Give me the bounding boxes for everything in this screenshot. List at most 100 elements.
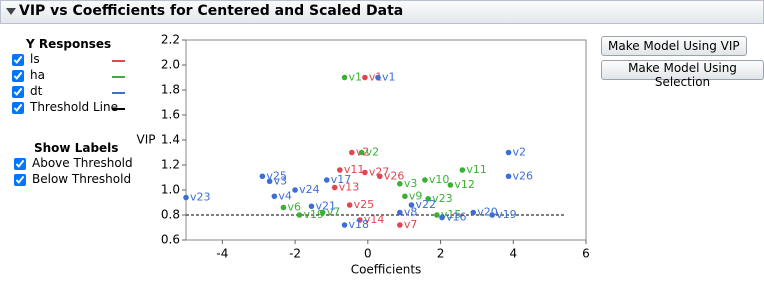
- point-label: v7: [404, 218, 418, 231]
- legend-checkbox[interactable]: [12, 54, 24, 66]
- legend-label: Threshold Line: [30, 100, 118, 114]
- label-checkbox[interactable]: [14, 174, 26, 186]
- legend-checkbox[interactable]: [12, 86, 24, 98]
- label-checkbox[interactable]: [14, 158, 26, 170]
- legend-label: dt: [30, 84, 43, 98]
- legend-label: ha: [30, 68, 45, 82]
- point-label: v1: [349, 71, 363, 84]
- point-label: v22: [415, 198, 436, 211]
- point: [319, 209, 326, 216]
- point: [397, 222, 403, 228]
- button[interactable]: Make Model Using VIP: [601, 36, 747, 56]
- point: [505, 173, 512, 180]
- point-label: v1: [382, 71, 396, 84]
- point: [362, 74, 368, 81]
- point: [459, 167, 466, 173]
- point: [346, 202, 353, 208]
- panel-header: VIP vs Coefficients for Centered and Sca…: [0, 0, 764, 24]
- show-labels-title: Show Labels: [34, 141, 119, 155]
- point-label: v8: [404, 206, 418, 219]
- point: [447, 182, 454, 188]
- y-tick-label: 2.0: [161, 58, 180, 72]
- x-tick-label: 6: [582, 247, 590, 261]
- point-label: v25: [266, 169, 287, 182]
- point: [308, 203, 315, 210]
- point-label: v24: [299, 183, 320, 196]
- x-tick-label: -2: [289, 247, 301, 261]
- point: [357, 217, 363, 223]
- point-label: v2: [366, 146, 380, 159]
- legend-swatch: [112, 76, 125, 78]
- point: [397, 180, 403, 187]
- point: [349, 149, 355, 156]
- point-label: v11: [344, 163, 365, 176]
- point: [434, 212, 440, 218]
- point: [341, 222, 348, 228]
- point-label: v6: [287, 201, 301, 214]
- point: [489, 212, 495, 218]
- label-option: Below Threshold: [32, 172, 132, 186]
- y-tick-label: 1.2: [161, 158, 180, 172]
- point-label: v16: [446, 211, 467, 224]
- button[interactable]: Make Model Using Selection: [601, 60, 764, 89]
- point: [422, 177, 428, 183]
- point-label: v26: [513, 169, 534, 182]
- point-label: v27: [369, 166, 390, 179]
- point-label: v3: [404, 177, 418, 190]
- point: [331, 184, 338, 191]
- point-label: v23: [432, 192, 453, 205]
- point: [296, 212, 303, 218]
- label-option: Above Threshold: [32, 156, 133, 170]
- panel-title: VIP vs Coefficients for Centered and Sca…: [19, 3, 404, 19]
- disclosure[interactable]: [6, 8, 16, 15]
- x-axis-label: Coefficients: [351, 263, 422, 277]
- point: [266, 178, 273, 185]
- legend-swatch: [112, 92, 125, 94]
- y-tick-label: 1.0: [161, 183, 180, 197]
- legend-checkbox[interactable]: [12, 102, 24, 114]
- legend-swatch: [112, 60, 125, 62]
- point: [323, 177, 330, 183]
- point-label: v26: [384, 169, 405, 182]
- y-tick-label: 2.2: [161, 33, 180, 47]
- point-label: v21: [315, 199, 336, 212]
- point-label: v12: [454, 178, 475, 191]
- point-label: v4: [278, 189, 292, 202]
- legend-checkbox[interactable]: [12, 70, 24, 82]
- point: [280, 204, 287, 211]
- y-tick-label: 0.6: [161, 233, 180, 247]
- point: [183, 194, 189, 201]
- legend-label: ls: [30, 52, 40, 66]
- point: [397, 209, 403, 216]
- y-tick-label: 0.8: [161, 208, 180, 222]
- point-label: v25: [354, 198, 375, 211]
- y-axis-label: VIP: [137, 133, 156, 147]
- point-label: v2: [513, 146, 527, 159]
- point: [505, 149, 512, 156]
- point-label: v3: [274, 174, 288, 187]
- point: [425, 195, 431, 202]
- point: [375, 74, 381, 81]
- x-tick-label: -4: [216, 247, 228, 261]
- point-label: v19: [496, 208, 517, 221]
- point: [341, 74, 348, 81]
- point: [439, 214, 445, 221]
- y-tick-label: 1.4: [161, 133, 180, 147]
- point-label: v14: [364, 213, 385, 226]
- legend-title: Y Responses: [26, 37, 112, 51]
- point-label: v23: [190, 191, 211, 204]
- point: [271, 193, 278, 200]
- point-label: v10: [429, 173, 450, 186]
- point: [362, 169, 368, 176]
- point: [377, 173, 383, 180]
- x-tick-label: 4: [509, 247, 517, 261]
- point: [402, 193, 408, 200]
- point-label: v17: [331, 173, 352, 186]
- point-label: v9: [409, 189, 423, 202]
- y-tick-label: 1.6: [161, 108, 180, 122]
- point: [408, 202, 415, 208]
- point: [337, 167, 343, 173]
- point-label: v13: [339, 181, 360, 194]
